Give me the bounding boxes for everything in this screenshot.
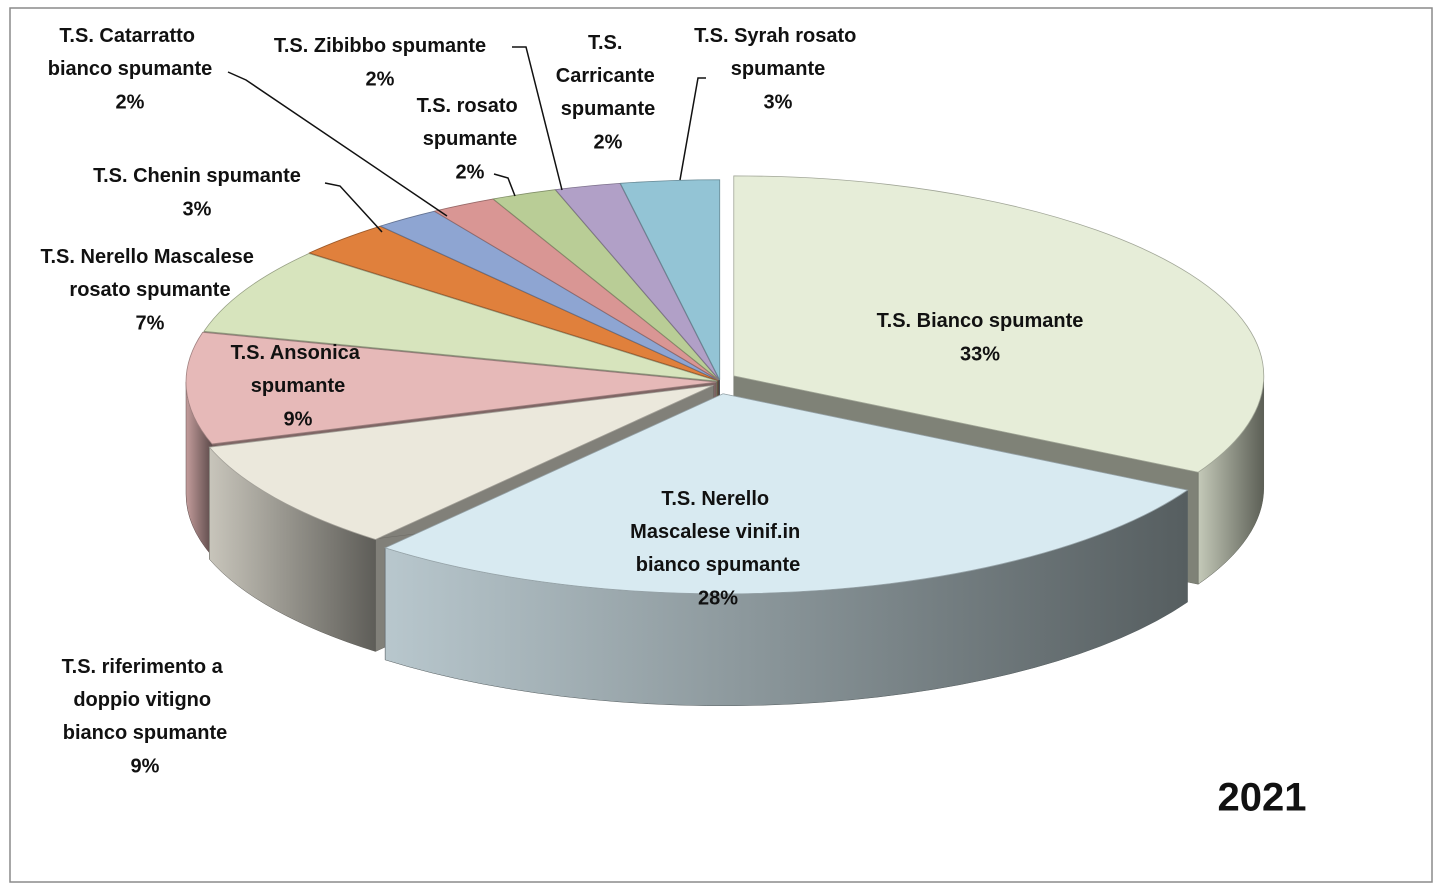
slice-value-label: 9% <box>131 755 160 777</box>
pie-slice <box>733 175 1265 473</box>
slice-value-label: 2% <box>594 131 623 153</box>
pie-tops <box>185 175 1265 595</box>
leader-line <box>493 173 516 197</box>
pie-slice <box>203 253 718 382</box>
leader-line <box>324 182 383 233</box>
slice-value-label: 9% <box>284 408 313 430</box>
labels: T.S. Bianco spumante 33% T.S. Nerello Masc… <box>40 25 1083 777</box>
pie-slice <box>554 182 720 381</box>
leader-line <box>679 77 706 181</box>
slice-value-label: 3% <box>183 198 212 220</box>
slice-label: T.S. Bianco spumante <box>877 310 1084 332</box>
leader-line <box>512 46 563 191</box>
slice-value-label: 7% <box>136 312 165 334</box>
pie-slice <box>208 384 714 540</box>
slice-label: T.S. Chenin spumante <box>93 165 301 187</box>
pie-slice <box>384 393 1189 595</box>
slice-label: T.S. Carricante spumante <box>556 32 661 120</box>
leader-lines <box>227 46 706 233</box>
slice-value-label: 2% <box>366 68 395 90</box>
slice-label: T.S. Syrah rosato spumante <box>694 25 862 80</box>
pie-slice <box>185 331 717 445</box>
slice-label: T.S. Zibibbo spumante <box>274 35 486 57</box>
slice-value-label: 2% <box>116 91 145 113</box>
chart-title: 2021 <box>1218 776 1307 820</box>
slice-label: T.S. Nerello Mascalese rosato spumante <box>40 246 259 301</box>
slice-label: T.S. riferimento a doppio vitigno bianco… <box>62 656 229 744</box>
slice-value-label: 33% <box>960 343 1000 365</box>
slice-value-label: 28% <box>698 587 738 609</box>
slice-label: T.S. Nerello Mascalese vinif.in bianco s… <box>630 488 806 576</box>
leader-line <box>227 71 448 217</box>
pie-slice <box>619 179 721 380</box>
slice-value-label: 3% <box>764 91 793 113</box>
slice-label: T.S. Ansonica spumante <box>231 342 366 397</box>
slice-label: T.S. rosato spumante <box>417 95 524 150</box>
slice-value-label: 2% <box>456 161 485 183</box>
slice-label: T.S. Catarratto bianco spumante <box>48 25 212 80</box>
